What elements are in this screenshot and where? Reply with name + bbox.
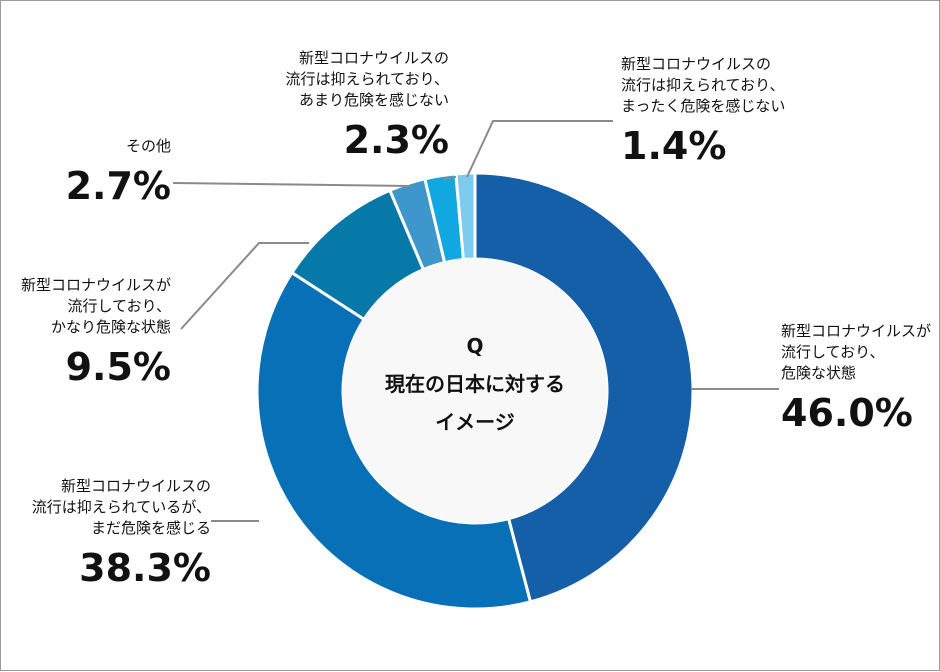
slice-value-2: 38.3% bbox=[79, 546, 211, 590]
slice-value-1: 46.0% bbox=[781, 391, 913, 435]
leader-line-5 bbox=[442, 176, 457, 180]
slice-label-5: 新型コロナウイルスの流行は抑えられており、あまり危険を感じない bbox=[285, 49, 449, 109]
slice-label-3: 新型コロナウイルスが流行しており、かなり危険な状態 bbox=[21, 276, 171, 336]
slice-label-6: 新型コロナウイルスの流行は抑えられており、まったく危険を感じない bbox=[621, 55, 785, 115]
slice-value-5: 2.3% bbox=[344, 118, 449, 162]
center-title: Q 現在の日本に対するイメージ bbox=[385, 334, 565, 434]
slice-label-1: 新型コロナウイルスが流行しており、危険な状態 bbox=[781, 322, 931, 382]
leader-line-3 bbox=[180, 242, 309, 330]
leader-line-6 bbox=[466, 120, 613, 178]
slice-label-4: その他 bbox=[126, 137, 171, 155]
slice-label-2: 新型コロナウイルスの流行は抑えられているが、まだ危険を感じる bbox=[32, 477, 211, 537]
leader-lines-layer bbox=[172, 120, 779, 522]
leader-line-4 bbox=[172, 182, 412, 187]
slice-value-6: 1.4% bbox=[621, 124, 726, 168]
labels-layer: 新型コロナウイルスが流行しており、危険な状態 46.0% 新型コロナウイルスの流行は… bbox=[21, 49, 931, 590]
center-circle bbox=[343, 259, 607, 523]
slice-value-4: 2.7% bbox=[66, 164, 171, 208]
slice-value-3: 9.5% bbox=[66, 345, 171, 389]
